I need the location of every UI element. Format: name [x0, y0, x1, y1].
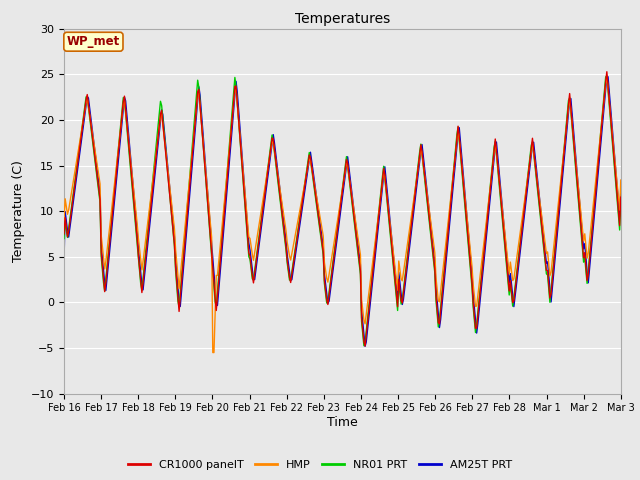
Text: WP_met: WP_met [67, 35, 120, 48]
Title: Temperatures: Temperatures [295, 12, 390, 26]
Legend: CR1000 panelT, HMP, NR01 PRT, AM25T PRT: CR1000 panelT, HMP, NR01 PRT, AM25T PRT [124, 456, 516, 474]
X-axis label: Time: Time [327, 416, 358, 429]
Y-axis label: Temperature (C): Temperature (C) [12, 160, 26, 262]
